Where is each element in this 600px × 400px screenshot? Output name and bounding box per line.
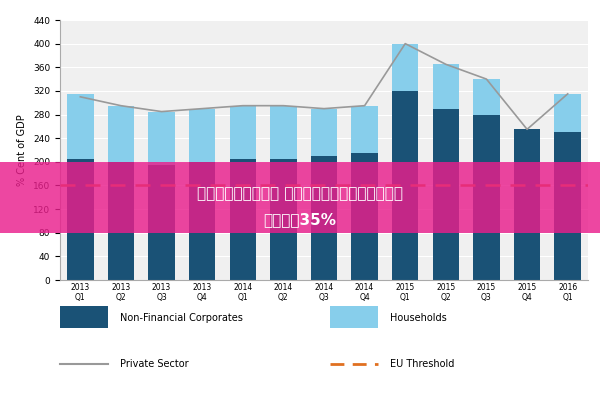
- Bar: [433, 64, 459, 109]
- Bar: [473, 114, 500, 280]
- Text: Households: Households: [390, 313, 447, 323]
- Bar: [330, 306, 378, 328]
- Text: EU Threshold: EU Threshold: [390, 359, 454, 369]
- Bar: [270, 159, 296, 280]
- Bar: [189, 109, 215, 162]
- Bar: [392, 91, 418, 280]
- Bar: [230, 159, 256, 280]
- Bar: [108, 106, 134, 162]
- Bar: [67, 94, 94, 159]
- Text: 的几率至35%: 的几率至35%: [263, 212, 337, 228]
- Bar: [108, 162, 134, 280]
- Text: Private Sector: Private Sector: [120, 359, 188, 369]
- Bar: [473, 79, 500, 114]
- Bar: [189, 162, 215, 280]
- Bar: [392, 44, 418, 91]
- Bar: [148, 112, 175, 165]
- Bar: [311, 109, 337, 156]
- Bar: [230, 106, 256, 159]
- Y-axis label: % Cent of GDP: % Cent of GDP: [17, 114, 28, 186]
- Text: 美股股票做空的杠杆 小摩上调年底前美国经济衰退: 美股股票做空的杠杆 小摩上调年底前美国经济衰退: [197, 186, 403, 201]
- Bar: [352, 153, 378, 280]
- Bar: [352, 106, 378, 153]
- Text: Non-Financial Corporates: Non-Financial Corporates: [120, 313, 243, 323]
- Bar: [148, 165, 175, 280]
- Bar: [554, 132, 581, 280]
- Bar: [67, 159, 94, 280]
- Bar: [270, 106, 296, 159]
- Bar: [433, 109, 459, 280]
- Bar: [311, 156, 337, 280]
- Bar: [554, 94, 581, 132]
- Bar: [60, 306, 108, 328]
- Bar: [514, 129, 540, 280]
